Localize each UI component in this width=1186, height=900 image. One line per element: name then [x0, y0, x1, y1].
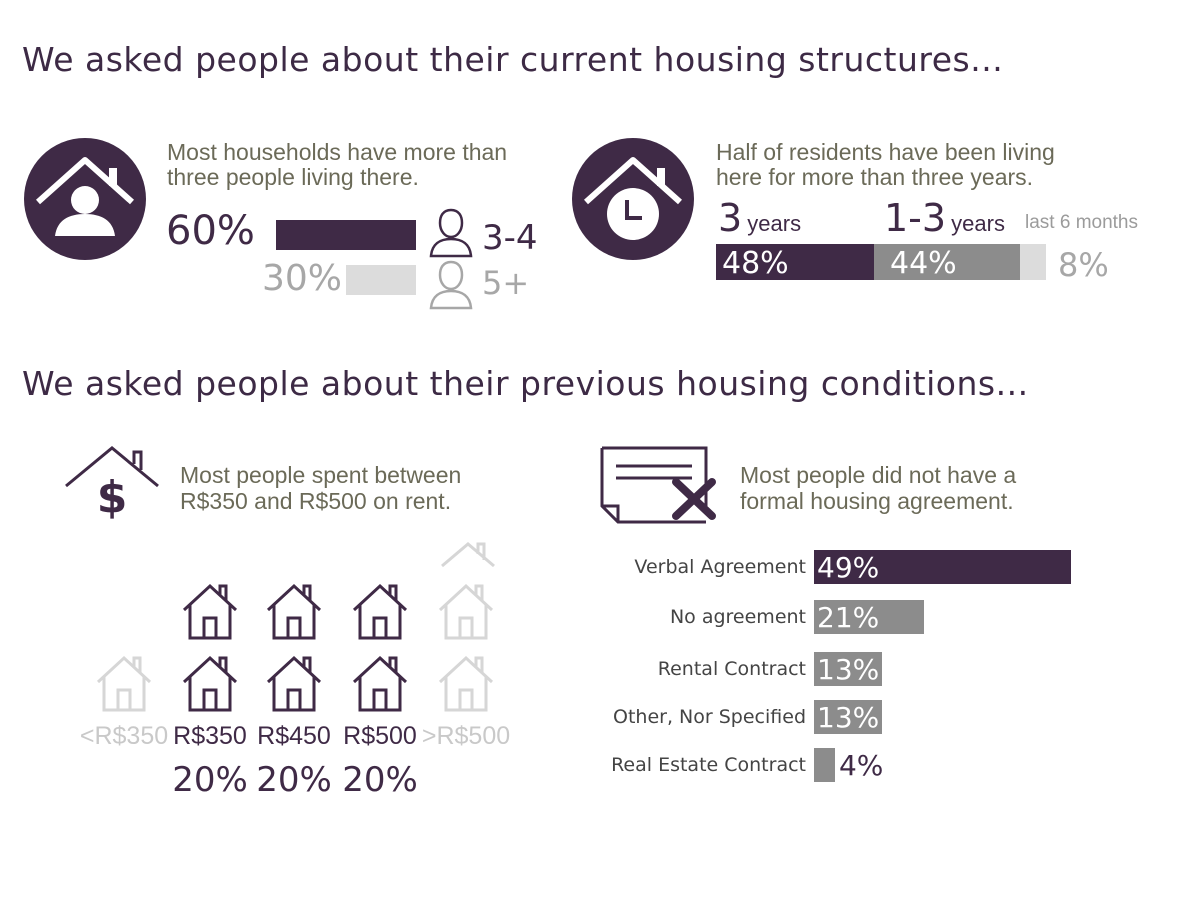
house-clock-icon	[572, 138, 694, 260]
section-title-current: We asked people about their current hous…	[22, 40, 1004, 79]
rent-text-line2: R$350 and R$500 on rent.	[180, 488, 452, 514]
house-icon-bottom-0	[96, 655, 152, 712]
house-icon-top-4	[438, 583, 494, 640]
roof-outline-icon	[441, 542, 495, 568]
residence-bar-3-years	[716, 244, 875, 280]
house-person-icon	[24, 138, 146, 260]
house-icon-bottom-4	[438, 655, 494, 712]
household-text-line2: three people living there.	[167, 164, 419, 190]
agreement-category-label: Rental Contract	[657, 658, 806, 680]
household-label-3-4: 3-4	[482, 218, 538, 258]
agreement-bar	[814, 748, 835, 782]
agreement-pct-label: 4%	[838, 749, 884, 782]
household-bar-5plus	[346, 265, 416, 295]
household-bar-3-4	[276, 220, 416, 250]
rent-label-0: <R$350	[79, 722, 169, 750]
agreement-pct-label: 13%	[817, 653, 880, 686]
residence-pct-1-3-years: 44%	[890, 246, 957, 281]
person-outline-icon	[428, 258, 474, 314]
agreement-category-label: Real Estate Contract	[611, 754, 806, 776]
house-icon-bottom-2	[266, 655, 322, 712]
agreement-text-line2: formal housing agreement.	[740, 488, 1014, 514]
household-pct-3-4: 60%	[166, 208, 255, 254]
rent-label-2: R$450	[257, 722, 331, 750]
agreement-bar	[814, 550, 1071, 584]
agreement-bar	[814, 600, 925, 634]
rent-pct-3: 20%	[342, 760, 418, 800]
rent-label-4: >R$500	[421, 722, 511, 750]
house-dollar-icon: $	[64, 444, 160, 524]
agreement-category-label: Verbal Agreement	[634, 556, 806, 578]
residence-cat-1-3-years: 1-3 years	[884, 196, 1005, 240]
rent-pct-2: 20%	[256, 760, 332, 800]
agreement-pct-label: 21%	[817, 601, 880, 634]
residence-text-line1: Half of residents have been living	[716, 139, 1055, 165]
agreement-bar-chart: Verbal Agreement 49% No agreement 21% Rental…	[0, 0, 1071, 782]
residence-cat-3-years: 3 years	[718, 196, 802, 240]
agreement-pct-label: 13%	[817, 701, 880, 734]
contract-x-icon	[596, 444, 720, 528]
residence-text-line2: here for more than three years.	[716, 164, 1034, 190]
house-icon-top-2	[266, 583, 322, 640]
house-icon-top-3	[352, 583, 408, 640]
house-icon-top-1	[182, 583, 238, 640]
agreement-pct-label: 49%	[817, 551, 880, 584]
svg-text:$: $	[97, 472, 128, 523]
rent-label-1: R$350	[173, 722, 247, 750]
person-outline-icon	[428, 206, 474, 262]
residence-pct-3-years: 48%	[722, 246, 789, 281]
rent-label-3: R$500	[343, 722, 417, 750]
house-icon-bottom-3	[352, 655, 408, 712]
rent-text-line1: Most people spent between	[180, 462, 462, 488]
rent-pct-1: 20%	[172, 760, 248, 800]
rent-houses-grid: <R$350 R$350 20% R$450 20% R$500 20% >R$500	[0, 0, 510, 800]
residence-bar-last-6-months	[1019, 244, 1046, 280]
household-label-5plus: 5+	[482, 264, 530, 302]
house-icon-bottom-1	[182, 655, 238, 712]
agreement-category-label: Other, Nor Specified	[613, 706, 806, 728]
household-pct-5plus: 30%	[262, 258, 343, 299]
agreement-text-line1: Most people did not have a	[740, 462, 1017, 488]
agreement-bar	[814, 652, 883, 686]
agreement-category-label: No agreement	[669, 606, 806, 628]
household-text-line1: Most households have more than	[167, 139, 508, 165]
residence-pct-last-6-months: 8%	[1058, 246, 1109, 284]
section-title-previous: We asked people about their previous hou…	[22, 364, 1029, 403]
agreement-bar	[814, 700, 883, 734]
residence-cat-last-6-months: last 6 months	[1025, 212, 1138, 233]
residence-bar-1-3-years	[874, 244, 1020, 280]
